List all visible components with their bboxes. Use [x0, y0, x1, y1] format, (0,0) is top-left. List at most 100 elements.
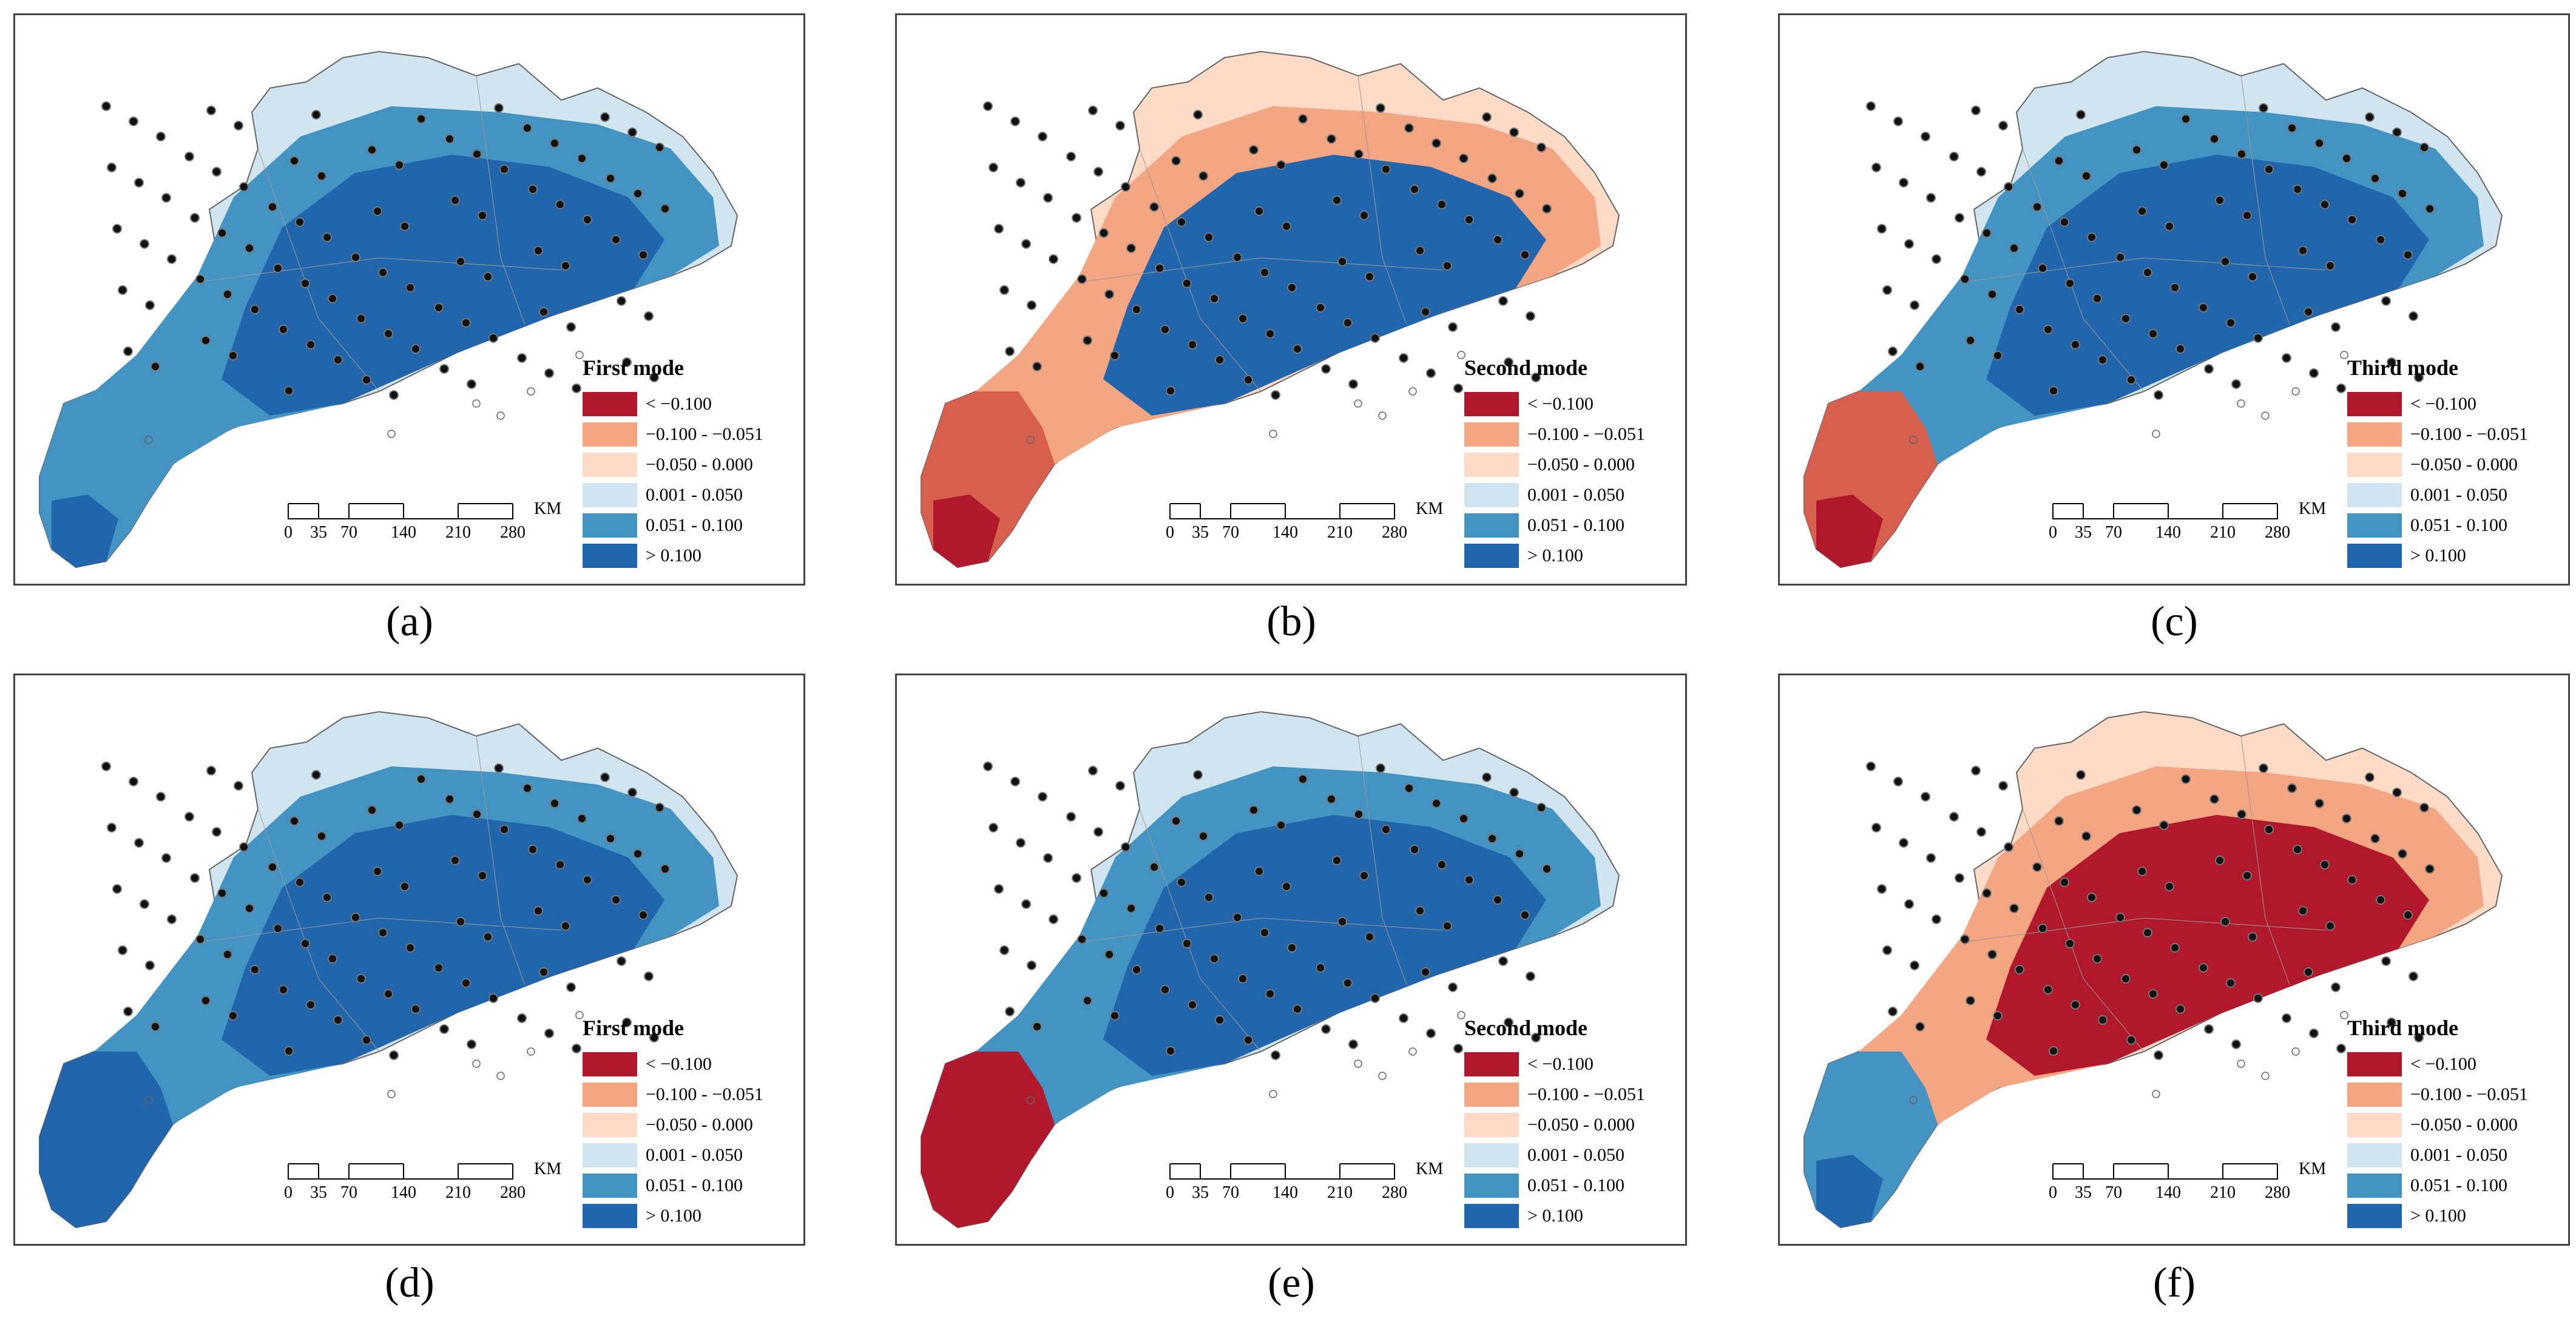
station-dot: [450, 195, 460, 205]
station-dot: [101, 762, 111, 771]
legend-swatch: [1464, 1143, 1519, 1167]
station-dot: [239, 182, 249, 192]
legend: First mode < −0.100 −0.100 - −0.051 −0.050…: [583, 355, 763, 571]
station-dot: [494, 103, 504, 113]
legend-swatch: [583, 1083, 637, 1107]
legend: Second mode < −0.100 −0.100 - −0.051 −0.05…: [1464, 355, 1645, 571]
scale-bar-graphic: [2052, 1163, 2278, 1180]
scale-tick-label: 35: [310, 1183, 327, 1202]
station-dot: [1016, 838, 1026, 848]
island-icon: [2237, 1059, 2245, 1068]
station-dot: [1882, 285, 1892, 295]
station-dot: [1932, 914, 1941, 924]
station-dot: [1016, 178, 1026, 187]
station-dot: [2043, 325, 2053, 334]
station-dot: [566, 322, 576, 332]
station-dot: [1254, 866, 1264, 876]
station-dot: [2342, 814, 2351, 823]
station-dot: [351, 913, 360, 922]
scale-tick-label: 70: [2105, 1183, 2122, 1202]
station-dot: [1198, 831, 1208, 841]
station-dot: [2009, 243, 2019, 253]
station-dot: [239, 842, 249, 852]
scale-unit-label: KM: [1416, 499, 1444, 518]
station-dot: [1110, 1011, 1120, 1021]
map-panel-a: First mode < −0.100 −0.100 - −0.051 −0.050…: [13, 13, 805, 586]
station-dot: [1155, 263, 1165, 273]
station-dot: [1515, 189, 1524, 198]
station-dot: [2175, 1004, 2185, 1014]
station-dot: [655, 143, 664, 152]
island-icon: [575, 351, 584, 359]
station-dot: [577, 814, 587, 823]
station-dot: [284, 1046, 294, 1056]
station-dot: [245, 903, 254, 913]
island-icon: [1026, 1096, 1035, 1104]
scale-bar: 0 35 70 140 210 280 KM: [2047, 1158, 2326, 1212]
legend-label: −0.050 - 0.000: [2410, 454, 2518, 475]
legend-item: 0.001 - 0.050: [2347, 1140, 2528, 1170]
station-dot: [2060, 217, 2069, 227]
station-dot: [161, 853, 171, 863]
station-dot: [112, 884, 122, 894]
station-dot: [989, 823, 998, 833]
station-dot: [1921, 132, 1930, 141]
zone-core: [1986, 155, 2429, 416]
legend-label: 0.001 - 0.050: [2410, 485, 2507, 505]
station-dot: [1043, 193, 1053, 203]
scale-tick-label: 35: [1192, 1183, 1209, 1202]
station-dot: [1166, 1046, 1175, 1056]
scale-bar: 0 35 70 140 210 280 KM: [282, 498, 561, 552]
station-dot: [2242, 871, 2252, 880]
island-icon: [144, 436, 153, 444]
scale-tick-label: 70: [1222, 1183, 1239, 1202]
scale-tick-label: 210: [445, 1183, 471, 1202]
station-dot: [129, 777, 138, 786]
station-dot: [1094, 167, 1103, 177]
station-dot: [2347, 215, 2357, 225]
station-dot: [1966, 996, 1975, 1005]
station-dot: [461, 978, 471, 988]
station-dot: [1177, 217, 1186, 227]
station-dot: [2071, 1000, 2080, 1010]
station-dot: [1542, 204, 1552, 214]
scale-tick-label: 210: [1327, 1183, 1353, 1202]
scale-tick-label: 280: [500, 1183, 526, 1202]
station-dot: [1871, 823, 1881, 833]
station-dot: [533, 906, 543, 916]
scale-bar: 0 35 70 140 210 280 KM: [1164, 498, 1443, 552]
station-dot: [1049, 254, 1058, 264]
station-dot: [1955, 873, 1964, 883]
station-dot: [611, 895, 621, 905]
station-dot: [1520, 910, 1530, 920]
legend-swatch: [1464, 1083, 1519, 1107]
station-dot: [561, 261, 570, 271]
station-dot: [284, 386, 294, 396]
station-dot: [1982, 888, 1992, 898]
scale-bar: 0 35 70 140 210 280 KM: [2047, 498, 2326, 552]
station-dot: [107, 163, 117, 172]
station-dot: [1526, 311, 1535, 321]
scale-unit-label: KM: [534, 1160, 562, 1178]
island-icon: [1909, 436, 1918, 444]
legend-item: −0.100 - −0.051: [583, 419, 763, 450]
station-dot: [2331, 982, 2341, 992]
station-dot: [539, 307, 549, 317]
scale-tick-label: 35: [1192, 523, 1209, 542]
station-dot: [533, 246, 543, 255]
station-dot: [167, 914, 177, 924]
island-icon: [2291, 387, 2300, 396]
station-dot: [655, 803, 664, 812]
legend-label: > 0.100: [2410, 1206, 2466, 1226]
station-dot: [150, 1022, 160, 1032]
station-dot: [1249, 145, 1259, 155]
legend-label: 0.001 - 0.050: [646, 1145, 743, 1165]
station-dot: [1316, 303, 1325, 312]
station-dot: [2126, 1035, 2136, 1045]
legend-item: > 0.100: [1464, 1201, 1645, 1231]
station-dot: [1899, 838, 1908, 848]
station-dot: [1293, 1004, 1302, 1014]
station-dot: [544, 1028, 554, 1038]
station-dot: [1509, 127, 1519, 137]
station-dot: [2298, 906, 2308, 916]
